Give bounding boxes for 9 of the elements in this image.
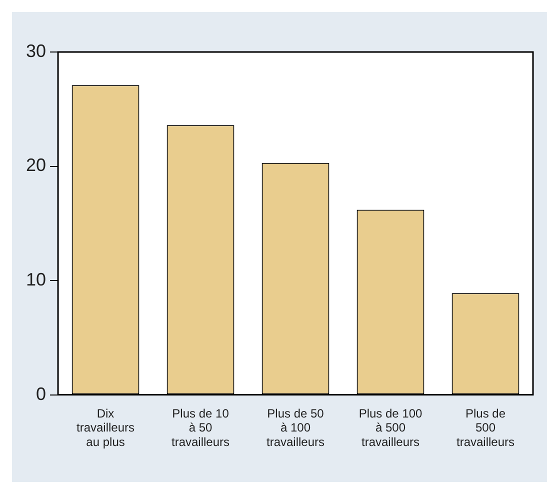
x-tick-label: Plus de 500 travailleurs	[456, 406, 515, 450]
x-tick-label: Plus de 100 à 500 travailleurs	[358, 406, 423, 450]
y-tick-label: 0	[36, 384, 46, 404]
x-tick-label: Dix travailleurs au plus	[76, 406, 135, 450]
x-tick-label: Plus de 50 à 100 travailleurs	[266, 406, 325, 450]
y-tick-label: 10	[26, 270, 46, 290]
y-tick-label: 30	[26, 40, 46, 61]
x-tick-label: Plus de 10 à 50 travailleurs	[172, 406, 230, 450]
y-tick-label: 20	[26, 155, 46, 176]
